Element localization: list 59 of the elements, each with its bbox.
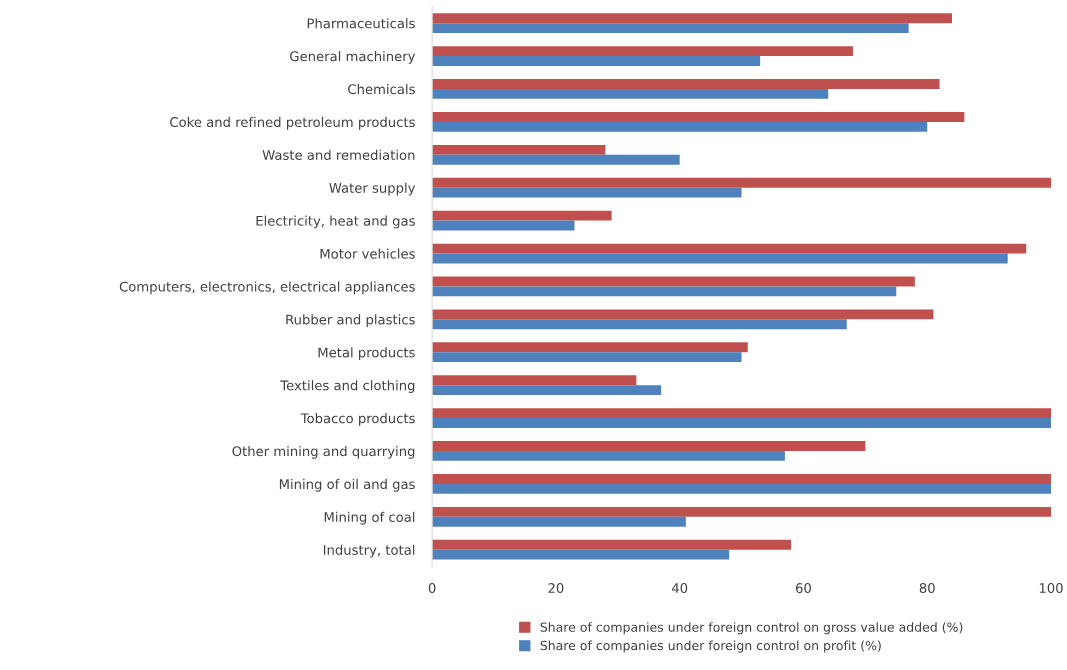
bar — [432, 144, 606, 155]
bar — [432, 549, 730, 560]
bar — [432, 342, 748, 353]
bar — [432, 385, 662, 396]
y-tick-label: Motor vehicles — [320, 248, 415, 259]
bar — [432, 319, 847, 330]
bar — [432, 154, 680, 165]
y-tick-label: Waste and remediation — [262, 149, 415, 160]
bar — [432, 23, 909, 34]
y-tick-label: Pharmaceuticals — [307, 18, 415, 29]
y-tick-label: General machinery — [290, 51, 416, 64]
y-tick-label: Rubber and plastics — [286, 314, 415, 328]
y-tick-label: Computers, electronics, electrical appliances — [119, 281, 415, 295]
x-tick-label: 20 — [548, 583, 564, 594]
y-tick-label: Mining of oil and gas — [279, 478, 415, 492]
bar — [432, 352, 742, 363]
y-tick-label: Industry, total — [323, 544, 415, 558]
y-tick-label: Metal products — [318, 347, 415, 360]
x-tick-label: 40 — [671, 583, 688, 594]
x-tick-label: 0 — [428, 583, 436, 594]
bar — [432, 418, 1051, 428]
y-tick-label: Textiles and clothing — [280, 380, 415, 393]
y-tick-label: Tobacco products — [300, 413, 415, 426]
bar — [432, 220, 575, 231]
bar — [432, 79, 940, 89]
legend-label: Share of companies under foreign control on gross value added (%) — [540, 622, 963, 635]
bar — [432, 516, 686, 527]
y-tick-label: Water supply — [329, 182, 416, 196]
bar — [432, 441, 866, 451]
bar — [432, 286, 897, 297]
x-tick-label: 60 — [795, 583, 811, 594]
bar — [432, 210, 612, 221]
bar — [432, 276, 915, 287]
x-tick-label: 100 — [1039, 583, 1063, 594]
bar — [432, 177, 1051, 188]
bar — [432, 121, 928, 132]
bar — [432, 88, 829, 99]
bar — [432, 483, 1051, 494]
y-tick-label: Electricity, heat and gas — [256, 215, 415, 229]
y-tick-label: Mining of coal — [324, 511, 415, 525]
bar — [432, 506, 1051, 517]
y-tick-label: Chemicals — [348, 83, 415, 95]
bar — [432, 253, 1008, 264]
y-tick-label: Other mining and quarrying — [232, 445, 415, 459]
bar — [432, 13, 952, 24]
bar — [432, 309, 934, 320]
bar — [432, 474, 1051, 484]
bar — [432, 408, 1051, 419]
bar — [432, 112, 965, 122]
bar — [432, 375, 637, 386]
bar — [432, 539, 792, 550]
x-tick-label: 80 — [919, 583, 935, 594]
bar — [432, 187, 742, 198]
bar — [432, 450, 785, 461]
bar — [432, 56, 761, 66]
legend-label: Share of companies under foreign control on profit (%) — [540, 640, 881, 653]
y-tick-label: Coke and refined petroleum products — [170, 116, 415, 130]
bar — [432, 243, 1027, 254]
bar — [432, 46, 853, 57]
